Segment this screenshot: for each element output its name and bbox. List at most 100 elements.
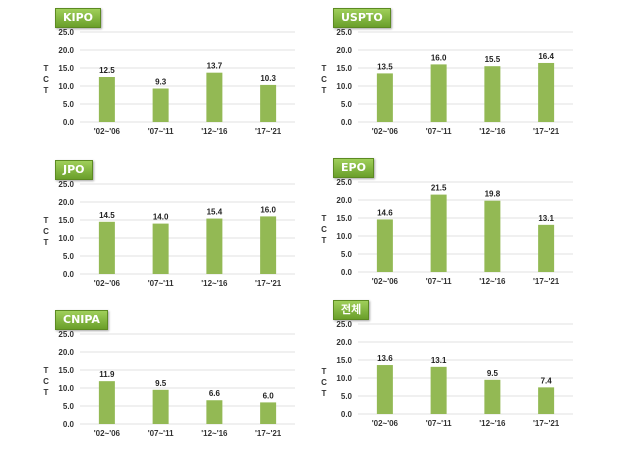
y-tick-label: 0.0 xyxy=(341,268,353,277)
bar xyxy=(98,381,115,424)
chart-title-badge: JPO xyxy=(55,160,93,180)
data-label: 13.7 xyxy=(207,62,223,71)
bar xyxy=(484,66,501,122)
bar xyxy=(538,224,555,272)
bar xyxy=(98,221,115,274)
bar xyxy=(152,88,169,122)
data-label: 16.0 xyxy=(260,205,276,214)
y-tick-label: 25.0 xyxy=(336,178,352,187)
y-axis-title: TCT xyxy=(321,214,327,245)
chart-title-badge: EPO xyxy=(333,158,374,178)
data-label: 10.3 xyxy=(260,74,276,83)
x-tick-label: '02~'06 xyxy=(94,127,121,136)
y-tick-label: 0.0 xyxy=(63,420,75,429)
bar xyxy=(376,365,393,414)
y-axis-title: TCT xyxy=(321,64,327,95)
chart-title-badge: 전체 xyxy=(333,300,370,320)
y-tick-label: 25.0 xyxy=(58,180,74,189)
data-label: 11.9 xyxy=(99,370,115,379)
data-label: 16.4 xyxy=(538,52,554,61)
data-label: 6.6 xyxy=(209,389,221,398)
x-tick-label: '07~'11 xyxy=(148,429,174,438)
y-tick-label: 10.0 xyxy=(58,234,74,243)
y-tick-label: 20.0 xyxy=(58,46,74,55)
y-tick-label: 20.0 xyxy=(336,196,352,205)
y-tick-label: 10.0 xyxy=(336,232,352,241)
x-tick-label: '17~'21 xyxy=(255,429,282,438)
data-label: 9.3 xyxy=(155,78,167,87)
y-tick-label: 15.0 xyxy=(336,64,352,73)
y-tick-label: 0.0 xyxy=(63,118,75,127)
x-tick-label: '17~'21 xyxy=(533,419,560,428)
y-tick-label: 5.0 xyxy=(341,250,353,259)
x-tick-label: '12~'16 xyxy=(479,277,506,286)
y-axis-title: TCT xyxy=(321,367,327,398)
bar xyxy=(484,200,501,272)
y-tick-label: 15.0 xyxy=(58,366,74,375)
bar xyxy=(260,216,277,274)
bar-chart-kipo: 0.0 5.0 10.0 15.0 20.0 25.0 12.5 '02~'06 9.3 '07~… xyxy=(58,28,295,136)
bar xyxy=(376,73,393,122)
x-tick-label: '02~'06 xyxy=(372,277,399,286)
data-label: 12.5 xyxy=(99,66,115,75)
y-tick-label: 5.0 xyxy=(63,252,75,261)
x-tick-label: '07~'11 xyxy=(148,279,174,288)
x-tick-label: '12~'16 xyxy=(479,127,506,136)
data-label: 9.5 xyxy=(487,369,499,378)
x-tick-label: '02~'06 xyxy=(94,429,121,438)
bar xyxy=(260,84,277,122)
chart-panel-jpo: JPO TCT 0.0 5.0 10.0 15.0 20.0 25.0 14.5 '02~'0… xyxy=(43,160,355,305)
y-tick-label: 20.0 xyxy=(58,198,74,207)
data-label: 19.8 xyxy=(485,190,501,199)
x-tick-label: '02~'06 xyxy=(94,279,121,288)
x-tick-label: '17~'21 xyxy=(255,127,282,136)
bar-chart-jpo: 0.0 5.0 10.0 15.0 20.0 25.0 14.5 '02~'06 14.0 '07… xyxy=(58,180,295,288)
y-tick-label: 20.0 xyxy=(336,46,352,55)
data-label: 13.1 xyxy=(431,356,447,365)
y-tick-label: 15.0 xyxy=(336,214,352,223)
x-tick-label: '17~'21 xyxy=(533,277,560,286)
data-label: 15.5 xyxy=(485,55,501,64)
y-tick-label: 5.0 xyxy=(341,100,353,109)
data-label: 6.0 xyxy=(263,391,275,400)
data-label: 13.1 xyxy=(538,214,554,223)
x-tick-label: '07~'11 xyxy=(426,277,452,286)
data-label: 16.0 xyxy=(431,53,447,62)
bar xyxy=(206,218,223,274)
chart-panel-cnipa: CNIPA TCT 0.0 5.0 10.0 15.0 20.0 25.0 11.9 '02~… xyxy=(43,310,355,455)
y-tick-label: 5.0 xyxy=(63,100,75,109)
y-axis-title: TCT xyxy=(43,64,49,95)
x-tick-label: '02~'06 xyxy=(372,419,399,428)
data-label: 14.6 xyxy=(377,208,393,217)
bar xyxy=(98,77,115,122)
bar xyxy=(430,64,447,122)
bar xyxy=(538,387,555,414)
bar xyxy=(152,389,169,424)
data-label: 14.0 xyxy=(153,213,169,222)
y-tick-label: 15.0 xyxy=(58,64,74,73)
y-tick-label: 0.0 xyxy=(341,410,353,419)
y-tick-label: 0.0 xyxy=(341,118,353,127)
bar-chart-total: 0.0 5.0 10.0 15.0 20.0 25.0 13.6 '02~'06 13.1 '07… xyxy=(336,320,573,428)
data-label: 21.5 xyxy=(431,184,447,193)
bar xyxy=(376,219,393,272)
x-tick-label: '07~'11 xyxy=(148,127,174,136)
x-tick-label: '17~'21 xyxy=(255,279,282,288)
y-tick-label: 10.0 xyxy=(58,82,74,91)
bar xyxy=(538,62,555,122)
y-tick-label: 0.0 xyxy=(63,270,75,279)
y-tick-label: 25.0 xyxy=(58,28,74,37)
bar-chart-epo: 0.0 5.0 10.0 15.0 20.0 25.0 14.6 '02~'06 21.5 '07… xyxy=(336,178,573,286)
y-tick-label: 5.0 xyxy=(341,392,353,401)
data-label: 7.4 xyxy=(541,376,553,385)
bar xyxy=(152,223,169,274)
data-label: 15.4 xyxy=(207,208,223,217)
bar xyxy=(206,72,223,122)
bar xyxy=(260,402,277,424)
chart-title-badge: KIPO xyxy=(55,8,102,28)
x-tick-label: '07~'11 xyxy=(426,419,452,428)
x-tick-label: '17~'21 xyxy=(533,127,560,136)
y-axis-title: TCT xyxy=(43,366,49,397)
y-tick-label: 15.0 xyxy=(336,356,352,365)
data-label: 9.5 xyxy=(155,379,167,388)
